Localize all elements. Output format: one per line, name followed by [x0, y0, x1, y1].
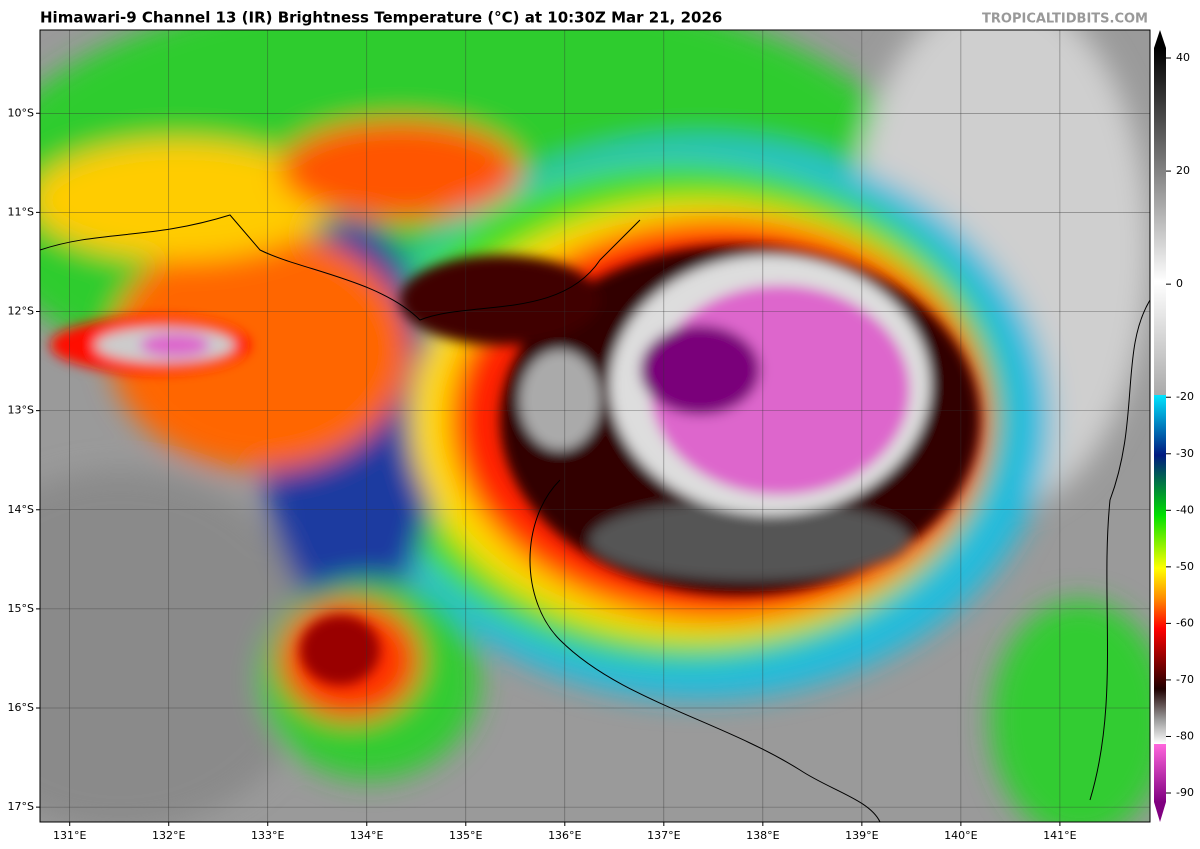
colorbar-label: 40 — [1176, 51, 1190, 64]
colorbar-label: -40 — [1176, 503, 1194, 516]
lat-label: 13°S — [8, 404, 34, 417]
colorbar-label: -80 — [1176, 729, 1194, 742]
colorbar: 40 20 0 -20 -30 -40 -50 -60 -70 -80 -90 — [1154, 30, 1194, 822]
lon-label: 137°E — [647, 829, 680, 842]
lon-label: 136°E — [548, 829, 581, 842]
lat-label: 12°S — [8, 305, 34, 318]
title: Himawari-9 Channel 13 (IR) Brightness Te… — [40, 9, 722, 27]
source: TROPICALTIDBITS.COM — [982, 12, 1148, 27]
lat-label: 17°S — [8, 800, 34, 813]
colorbar-label: -70 — [1176, 673, 1194, 686]
colorbar-label: -90 — [1176, 786, 1194, 799]
lat-label: 10°S — [8, 106, 34, 119]
lon-label: 135°E — [449, 829, 482, 842]
colorbar-scale — [1154, 48, 1166, 802]
colorbar-label: -50 — [1176, 560, 1194, 573]
lon-label: 140°E — [944, 829, 977, 842]
lon-label: 133°E — [251, 829, 284, 842]
map-frame — [39, 29, 1151, 823]
lon-label: 139°E — [845, 829, 878, 842]
lat-label: 16°S — [8, 701, 34, 714]
ir-imagery — [40, 30, 1150, 822]
colorbar-label: -30 — [1176, 447, 1194, 460]
colorbar-label: 0 — [1176, 277, 1183, 290]
colorbar-label: -20 — [1176, 390, 1194, 403]
lon-label: 138°E — [746, 829, 779, 842]
colorbar-label: 20 — [1176, 164, 1190, 177]
colorbar-label: -60 — [1176, 616, 1194, 629]
lat-label: 11°S — [8, 205, 34, 218]
lon-label: 141°E — [1043, 829, 1076, 842]
lon-label: 132°E — [152, 829, 185, 842]
lat-label: 15°S — [8, 602, 34, 615]
lon-label: 134°E — [350, 829, 383, 842]
lon-label: 131°E — [53, 829, 86, 842]
lat-label: 14°S — [8, 503, 34, 516]
